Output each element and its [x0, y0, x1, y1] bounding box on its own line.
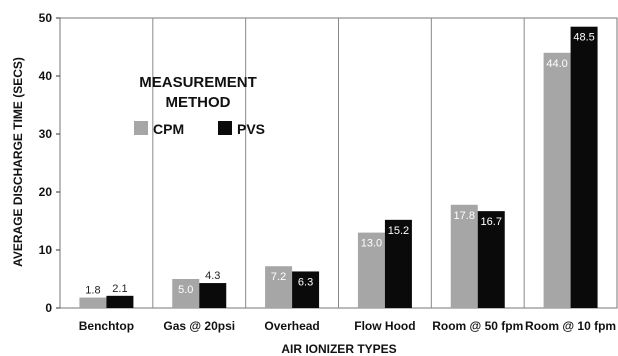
y-tick-label: 20: [39, 185, 53, 199]
y-tick-label: 0: [45, 301, 52, 315]
bar-pvs: [199, 283, 227, 308]
bar-pvs: [477, 211, 505, 308]
legend: MEASUREMENT METHOD CPM PVS: [134, 74, 265, 137]
data-label: 6.3: [298, 276, 313, 288]
y-tick-label: 10: [39, 243, 53, 257]
bar-pvs: [292, 271, 320, 308]
x-tick-label: Flow Hood: [354, 319, 415, 333]
bar-cpm: [265, 266, 293, 308]
bar-pvs: [106, 295, 134, 308]
legend-swatch-pvs: [218, 121, 232, 135]
x-axis-title: AIR IONIZER TYPES: [281, 342, 396, 356]
y-tick-label: 40: [39, 69, 53, 83]
x-tick-label: Room @ 10 fpm: [525, 319, 616, 333]
data-label: 44.0: [546, 58, 567, 70]
legend-label-pvs: PVS: [237, 121, 265, 137]
data-label: 16.7: [481, 216, 502, 228]
x-tick-label: Overhead: [264, 319, 319, 333]
legend-label-cpm: CPM: [153, 121, 184, 137]
bar-cpm: [543, 52, 571, 308]
bar-cpm: [79, 297, 107, 308]
x-tick-label: Benchtop: [79, 319, 134, 333]
bar-pvs: [570, 26, 598, 308]
data-label: 17.8: [454, 210, 475, 222]
y-tick-label: 30: [39, 127, 53, 141]
bar-cpm: [172, 279, 200, 308]
data-label: 2.1: [112, 283, 127, 295]
axes: 0 10 20 30 40 50 Benchtop Gas @ 20psi Overhead Fl…: [39, 11, 616, 333]
data-label: 48.5: [573, 32, 594, 44]
y-axis-title: AVERAGE DISCHARGE TIME (SECS): [11, 57, 25, 267]
bar-pvs: [384, 219, 412, 308]
data-label: 5.0: [178, 284, 193, 296]
legend-swatch-cpm: [134, 121, 148, 135]
data-label: 15.2: [388, 225, 409, 237]
data-labels: 1.8 2.1 5.0 4.3 7.2 6.3 13.0 15.2 17.8 16.7 44.0 48…: [85, 32, 595, 297]
bar-cpm: [450, 204, 478, 308]
data-label: 1.8: [85, 285, 100, 297]
data-label: 13.0: [361, 238, 382, 250]
bars: [79, 26, 598, 308]
legend-title-line1: MEASUREMENT: [139, 74, 257, 91]
data-label: 7.2: [271, 271, 286, 283]
y-tick-label: 50: [39, 11, 53, 25]
grid: [59, 17, 618, 309]
legend-title-line2: METHOD: [166, 94, 231, 111]
x-tick-label: Gas @ 20psi: [163, 319, 235, 333]
bar-cpm: [357, 232, 385, 308]
data-label: 4.3: [205, 270, 220, 282]
x-tick-label: Room @ 50 fpm: [432, 319, 523, 333]
